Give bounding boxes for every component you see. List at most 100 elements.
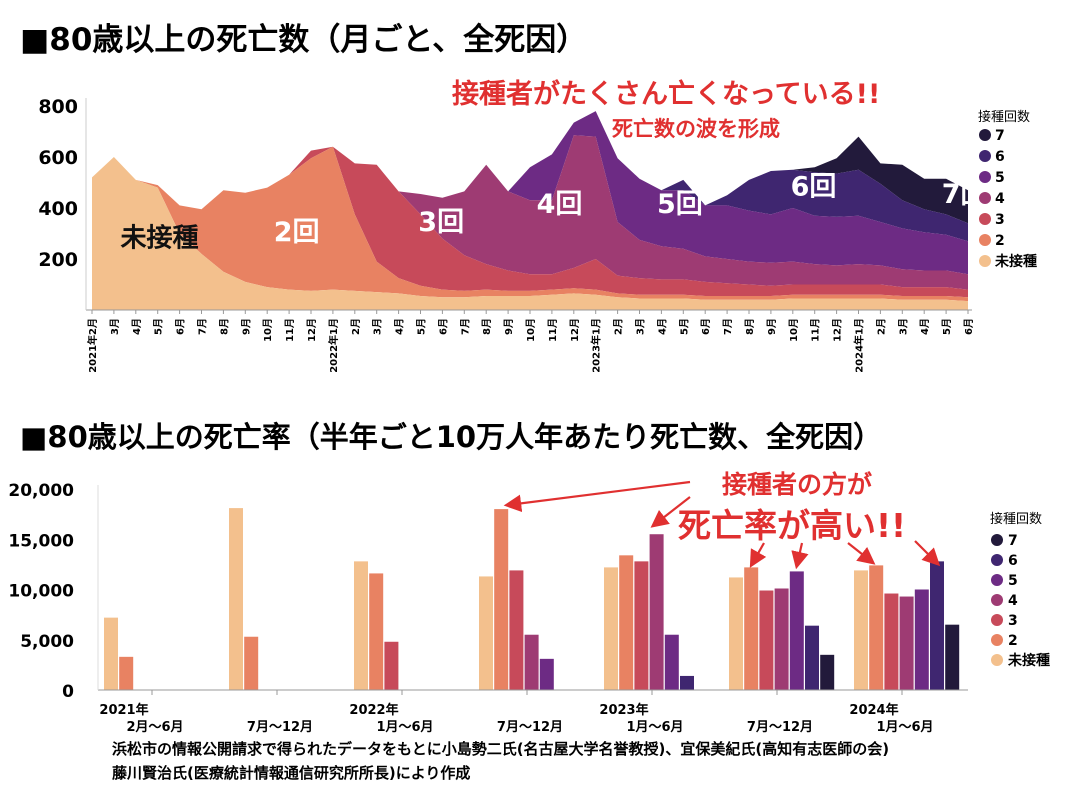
x-tick-label-bottom: 7月～12月 <box>497 720 563 735</box>
chart1-title: ■80歳以上の死亡数（月ごと、全死因） <box>20 22 587 58</box>
x-tick-label: 8月 <box>481 318 493 335</box>
annotation-arrow <box>749 542 767 568</box>
area-label: 5回 <box>657 189 703 220</box>
y-tick-label: 5,000 <box>20 632 74 652</box>
legend-label-5: 5 <box>995 170 1005 186</box>
bar-group <box>229 508 259 690</box>
x-tick-label-bottom: 1月～6月 <box>626 720 683 735</box>
x-tick-label-bottom: 1月～6月 <box>376 720 433 735</box>
x-tick-label: 4月 <box>131 318 143 335</box>
bar-2 <box>619 555 634 690</box>
area-label: 7回 <box>942 179 988 210</box>
annotation-arrow <box>791 542 809 570</box>
x-tick-label: 2023年1月 <box>590 318 603 373</box>
bar-5 <box>789 571 804 690</box>
legend-swatch-未接種 <box>991 654 1003 666</box>
bar-7 <box>945 624 960 690</box>
bar-group <box>354 561 399 690</box>
monthly-deaths-chart: ■80歳以上の死亡数（月ごと、全死因） 200 400 600 800 2021年2月 3… <box>20 22 1037 373</box>
legend-swatch-7 <box>991 534 1003 546</box>
legend-swatch-3 <box>979 213 991 225</box>
bar-3 <box>384 641 399 690</box>
legend-swatch-3 <box>991 614 1003 626</box>
legend-swatch-2 <box>979 234 991 246</box>
annotation-arrow <box>650 496 691 528</box>
x-tick-label: 5月 <box>416 318 428 335</box>
bar-3 <box>509 570 524 690</box>
x-tick-label: 11月 <box>810 318 822 342</box>
bar-4 <box>774 588 789 690</box>
x-tick-label: 6月 <box>175 318 187 335</box>
legend-label-6: 6 <box>995 149 1005 165</box>
bar-2 <box>244 636 259 690</box>
chart2-annotation-main: 接種者の方が <box>722 470 872 499</box>
area-series-5 <box>92 111 968 275</box>
legend-label-5: 5 <box>1008 573 1018 589</box>
x-tick-label-bottom: 1月～6月 <box>876 720 933 735</box>
bar-2 <box>744 567 759 690</box>
x-tick-label-top: 2022年 <box>349 702 398 718</box>
x-tick-label: 4月 <box>656 318 668 335</box>
bar-2 <box>119 656 134 690</box>
x-tick-label: 12月 <box>306 318 318 342</box>
x-tick-label: 2月 <box>613 318 625 335</box>
death-rate-chart: ■80歳以上の死亡率（半年ごと10万人年あたり死亡数、全死因） 0 5,000 10… <box>8 420 1050 735</box>
bar-group <box>479 509 554 690</box>
bar-3 <box>634 561 649 690</box>
x-tick-label: 2022年1月 <box>327 318 340 373</box>
area-label: 6回 <box>791 171 837 202</box>
bar-6 <box>680 675 694 690</box>
source-line-1: 浜松市の情報公開請求で得られたデータをもとに小島勢二氏(名古屋大学名誉教授)、宜… <box>112 740 889 758</box>
annotation-arrow <box>503 480 691 513</box>
legend-swatch-5 <box>979 171 991 183</box>
legend-swatch-4 <box>991 594 1003 606</box>
x-tick-label: 11月 <box>284 318 296 342</box>
area-series-未接種 <box>92 157 968 310</box>
bar-未接種 <box>479 576 493 690</box>
chart2-legend-title: 接種回数 <box>990 511 1042 527</box>
x-tick-label: 10月 <box>788 318 800 342</box>
bar-2 <box>369 573 384 690</box>
legend-swatch-未接種 <box>979 255 991 267</box>
legend-label-2: 2 <box>1008 633 1018 649</box>
y-tick-label: 20,000 <box>8 481 74 501</box>
bar-3 <box>884 593 899 690</box>
x-tick-label: 5月 <box>153 318 165 335</box>
x-tick-label-top: 2024年 <box>849 702 898 718</box>
y-tick-label: 15,000 <box>8 531 74 551</box>
x-tick-label: 3月 <box>372 318 384 335</box>
legend-label-未接種: 未接種 <box>1008 652 1050 669</box>
bar-4 <box>649 534 664 690</box>
bar-group <box>729 567 835 690</box>
chart2-axes: 0 5,000 10,000 15,000 20,000 2021年 2月～6月 7月～12月… <box>8 481 968 735</box>
chart1-area-labels: 未接種 2回 3回 4回 5回 6回 7回 <box>120 171 987 253</box>
legend-label-2: 2 <box>995 233 1005 249</box>
source-line-2: 藤川賢治氏(医療統計情報通信研究所所長)により作成 <box>112 764 470 782</box>
x-tick-label: 5月 <box>941 318 953 335</box>
x-tick-label: 4月 <box>394 318 406 335</box>
bar-group <box>604 534 694 690</box>
bar-6 <box>805 625 819 690</box>
y-tick-label: 0 <box>62 682 74 702</box>
area-series-2 <box>92 146 968 302</box>
x-tick-label: 9月 <box>766 318 778 335</box>
chart1-annotation-main: 接種者がたくさん亡くなっている!! <box>452 78 880 110</box>
y-tick-label: 600 <box>38 147 78 169</box>
chart1-annotation-sub: 死亡数の波を形成 <box>612 117 780 141</box>
legend-label-4: 4 <box>1008 593 1018 609</box>
x-tick-label: 9月 <box>240 318 252 335</box>
x-tick-label: 8月 <box>744 318 756 335</box>
bar-7 <box>820 654 835 690</box>
bar-4 <box>524 634 539 690</box>
legend-swatch-5 <box>991 574 1003 586</box>
chart2-annotation-sub: 死亡率が高い!! <box>678 506 906 545</box>
legend-swatch-4 <box>979 192 991 204</box>
bar-2 <box>869 565 884 690</box>
y-tick-label: 200 <box>38 249 78 271</box>
bar-5 <box>914 589 929 690</box>
x-tick-label: 7月 <box>459 318 471 335</box>
legend-label-4: 4 <box>995 191 1005 207</box>
x-tick-label: 2021年2月 <box>86 318 99 373</box>
legend-label-3: 3 <box>995 212 1005 228</box>
